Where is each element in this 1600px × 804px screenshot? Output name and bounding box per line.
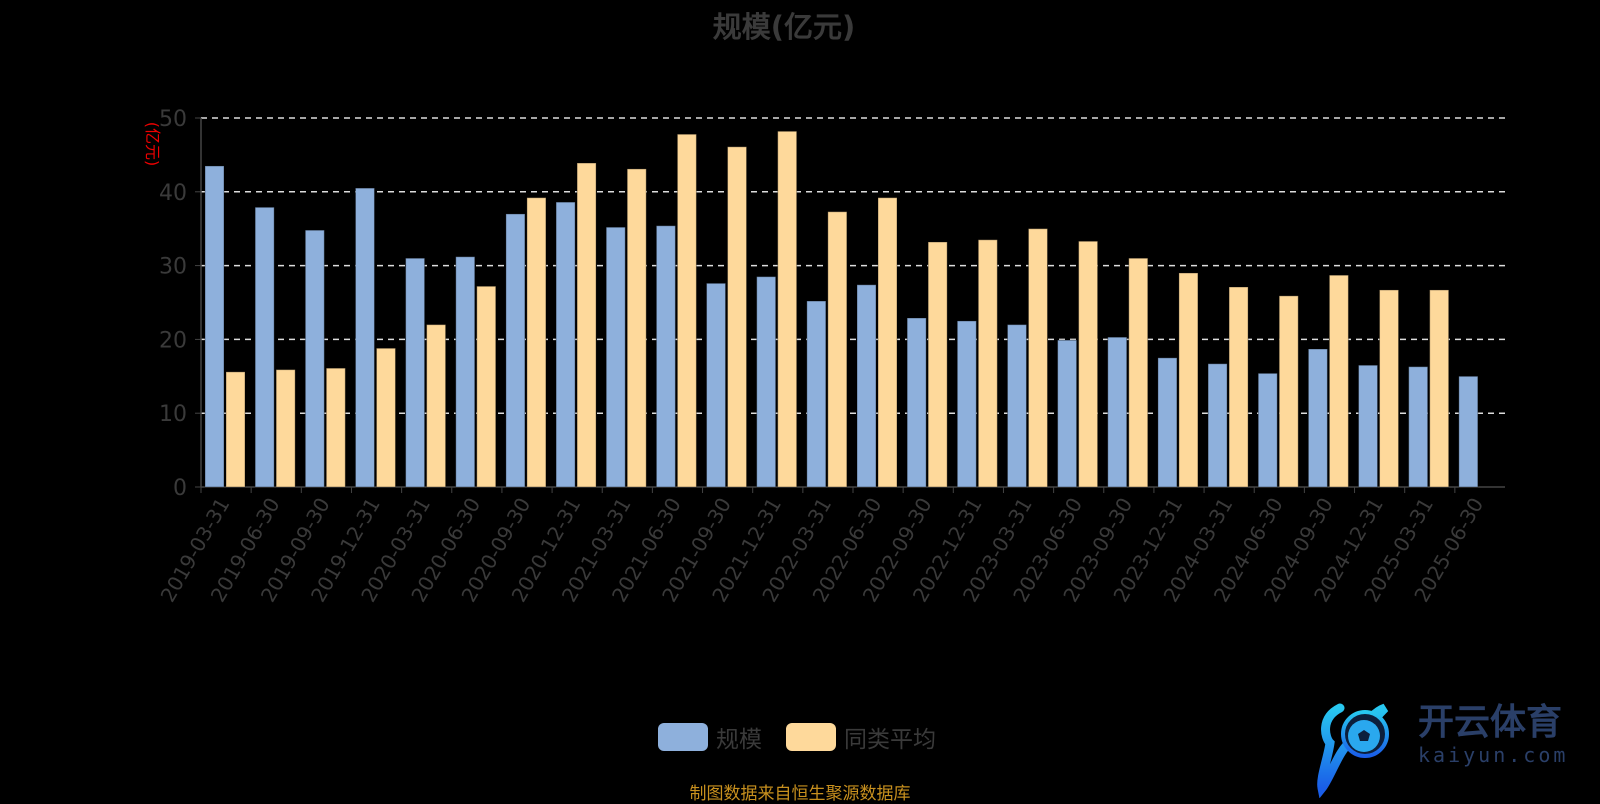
svg-text:kaiyun.com: kaiyun.com [1418, 743, 1568, 767]
bar-peer-average [325, 367, 346, 488]
bar-scale [906, 317, 927, 488]
bar-scale [856, 284, 877, 488]
bar-scale [354, 187, 375, 488]
bar-scale [1057, 339, 1078, 488]
bar-scale [1257, 372, 1278, 488]
bar-peer-average [626, 168, 647, 488]
y-tick-label: 10 [159, 402, 187, 427]
bar-scale [756, 276, 777, 488]
y-tick-label: 40 [159, 181, 187, 206]
y-tick-label: 20 [159, 328, 187, 353]
svg-text:开云体育: 开云体育 [1418, 702, 1562, 743]
bar-scale [1107, 336, 1128, 488]
bar-peer-average [927, 241, 948, 488]
kaiyun-logo: 开云体育 kaiyun.com [1317, 702, 1568, 798]
bar-scale [505, 213, 526, 488]
y-axis-label: (亿元) [143, 122, 162, 167]
bar-scale [806, 300, 827, 488]
bar-peer-average [676, 133, 697, 488]
bar-scale [605, 226, 626, 488]
bar-peer-average [1228, 286, 1249, 488]
bar-scale [455, 256, 476, 488]
y-tick-label: 50 [159, 107, 187, 132]
bar-scale [555, 201, 576, 488]
bar-peer-average [576, 162, 597, 488]
legend-item-scale[interactable]: 规模 [658, 720, 762, 754]
bar-scale [1358, 364, 1379, 488]
bar-scale [254, 206, 275, 488]
bar-chart: 01020304050(亿元)2019-03-312019-06-302019-… [143, 107, 1505, 606]
source-footer: 制图数据来自恒生聚源数据库 [689, 784, 911, 804]
bar-peer-average [225, 371, 246, 488]
bar-scale [1408, 366, 1429, 488]
bar-scale [956, 320, 977, 488]
bar-peer-average [977, 239, 998, 488]
bar-scale [655, 225, 676, 488]
bar-peer-average [275, 369, 296, 488]
bar-scale [204, 165, 225, 488]
bar-peer-average [1027, 228, 1048, 488]
legend-label-peer-average: 同类平均 [844, 727, 936, 753]
bar-scale [1006, 324, 1027, 488]
legend-label-scale: 规模 [716, 727, 762, 753]
bar-peer-average [426, 324, 447, 488]
bar-scale [706, 282, 727, 488]
legend-swatch-scale [658, 723, 708, 751]
legend-item-peer-average[interactable]: 同类平均 [786, 720, 936, 754]
bar-peer-average [1379, 289, 1400, 488]
bar-scale [304, 229, 325, 488]
legend-swatch-peer-average [786, 723, 836, 751]
bar-scale [1157, 357, 1178, 488]
y-tick-label: 0 [173, 476, 187, 501]
chart-title: 规模(亿元) [712, 10, 856, 44]
bar-peer-average [526, 197, 547, 488]
bar-peer-average [827, 211, 848, 488]
bar-peer-average [1078, 240, 1099, 488]
bar-peer-average [727, 146, 748, 488]
bar-scale [1207, 363, 1228, 488]
bar-peer-average [476, 285, 497, 488]
bar-peer-average [1128, 257, 1149, 488]
bar-peer-average [375, 347, 396, 488]
bar-scale [1458, 375, 1479, 488]
y-tick-label: 30 [159, 255, 187, 280]
bar-peer-average [1429, 289, 1450, 488]
bar-peer-average [1178, 272, 1199, 488]
bar-peer-average [1278, 295, 1299, 488]
bar-scale [1307, 348, 1328, 488]
bar-peer-average [777, 130, 798, 488]
bar-scale [405, 257, 426, 488]
bar-peer-average [1328, 274, 1349, 488]
bar-peer-average [877, 197, 898, 488]
